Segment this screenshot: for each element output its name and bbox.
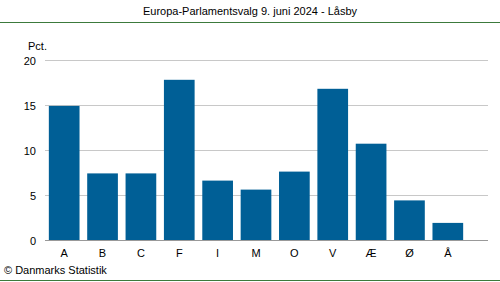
grid-line bbox=[45, 105, 488, 106]
bar bbox=[432, 223, 463, 240]
y-tick-label: 20 bbox=[24, 55, 36, 67]
x-tick-label: I bbox=[216, 247, 219, 259]
bar bbox=[279, 172, 310, 240]
grid-line bbox=[45, 60, 488, 61]
bar bbox=[317, 89, 348, 240]
source: © Danmarks Statistik bbox=[4, 264, 107, 276]
bar bbox=[126, 173, 157, 240]
y-tick-label: 5 bbox=[30, 190, 36, 202]
y-tick-label: 10 bbox=[24, 145, 36, 157]
bar bbox=[202, 181, 233, 240]
bar bbox=[241, 190, 272, 240]
bar bbox=[49, 106, 80, 240]
x-tick-label: O bbox=[290, 247, 299, 259]
chart-svg: Europa-Parlamentsvalg 9. juni 2024 - Lås… bbox=[0, 0, 500, 282]
x-tick-label: Å bbox=[444, 247, 452, 259]
title: Europa-Parlamentsvalg 9. juni 2024 - Lås… bbox=[143, 5, 358, 17]
chart-container: Europa-Parlamentsvalg 9. juni 2024 - Lås… bbox=[0, 0, 500, 282]
grid-line bbox=[45, 150, 488, 151]
x-tick-label: A bbox=[61, 247, 69, 259]
x-tick-label: Æ bbox=[366, 247, 377, 259]
x-tick-label: Ø bbox=[405, 247, 414, 259]
bar bbox=[394, 200, 425, 240]
x-tick-label: V bbox=[329, 247, 337, 259]
grid-line bbox=[45, 240, 488, 241]
x-tick-label: C bbox=[137, 247, 145, 259]
frame-bottom bbox=[0, 280, 500, 281]
x-tick-label: B bbox=[99, 247, 106, 259]
x-tick-label: F bbox=[176, 247, 183, 259]
x-tick-label: M bbox=[251, 247, 260, 259]
bar bbox=[164, 80, 195, 240]
bars bbox=[49, 80, 463, 240]
y-tick-label: 15 bbox=[24, 100, 36, 112]
y-label: Pct. bbox=[28, 40, 47, 52]
frame-top bbox=[0, 22, 500, 23]
bar bbox=[356, 144, 387, 240]
bar bbox=[87, 173, 118, 240]
y-tick-label: 0 bbox=[30, 235, 36, 247]
x-axis bbox=[45, 240, 488, 241]
